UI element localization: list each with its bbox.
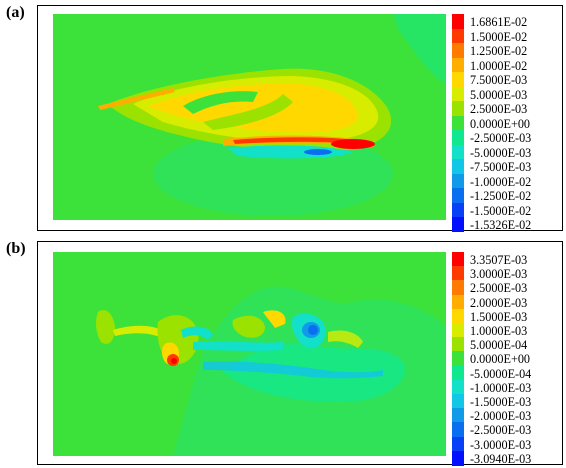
- legend-a-value-14: -1.5326E-02: [470, 218, 532, 232]
- legend-a-value-10: -7.5000E-03: [470, 160, 532, 174]
- legend-b-swatch-0: [452, 252, 464, 267]
- legend-a-swatch-2: [452, 43, 464, 58]
- legend-b-swatch-12: [452, 422, 464, 438]
- legend-b-value-10: -1.5000E-03: [470, 395, 532, 409]
- legend-a-swatch-0: [452, 14, 464, 29]
- legend-b-swatch-4: [452, 308, 464, 324]
- legend-a-swatch-1: [452, 28, 464, 44]
- legend-a-swatch-7: [452, 115, 464, 131]
- legend-b-value-7: 0.0000E+00: [470, 352, 531, 367]
- legend-a-swatch-5: [452, 86, 464, 102]
- panel-b-legend: 3.3507E-03 3.0000E-03 2.5000E-03 2.0000E…: [452, 252, 560, 466]
- legend-a-swatch-12: [452, 188, 464, 203]
- legend-a-swatch-4: [452, 72, 464, 87]
- legend-a-swatch-3: [452, 57, 464, 73]
- legend-a-value-5: 5.0000E-03: [470, 87, 528, 102]
- legend-b-swatch-2: [452, 280, 464, 296]
- legend-b-value-13: -3.0000E-03: [470, 437, 532, 452]
- legend-b-swatch-9: [452, 379, 464, 395]
- panel-b-frame: 3.3507E-03 3.0000E-03 2.5000E-03 2.0000E…: [37, 241, 563, 466]
- legend-a-swatch-14: [452, 217, 464, 232]
- legend-b-value-4: 1.5000E-03: [470, 309, 528, 324]
- legend-a-swatch-10: [452, 159, 464, 174]
- legend-b-swatch-14: [452, 450, 464, 466]
- legend-b-value-11: -2.0000E-03: [470, 409, 532, 424]
- legend-b-swatch-5: [452, 323, 464, 338]
- legend-b-swatch-10: [452, 394, 464, 409]
- panel-b-label: (b): [6, 240, 26, 257]
- legend-a-value-13: -1.5000E-02: [470, 203, 532, 218]
- legend-b-value-14: -3.0940E-03: [470, 451, 532, 466]
- legend-a-swatch-6: [452, 101, 464, 116]
- legend-b-value-3: 2.0000E-03: [470, 295, 528, 310]
- panel-a-frame: 1.6861E-02 1.5000E-02 1.2500E-02 1.0000E…: [37, 5, 563, 232]
- legend-a-value-2: 1.2500E-02: [470, 44, 528, 58]
- legend-a-value-11: -1.0000E-02: [470, 174, 532, 189]
- legend-a-value-6: 2.5000E-03: [470, 102, 528, 116]
- legend-b-value-8: -5.0000E-04: [470, 366, 532, 381]
- panel-a-label: (a): [6, 4, 25, 21]
- legend-b-swatch-1: [452, 266, 464, 282]
- legend-a-value-9: -5.0000E-03: [470, 145, 532, 160]
- legend-b-value-6: 5.0000E-04: [470, 338, 528, 353]
- legend-a-swatch-9: [452, 144, 464, 160]
- legend-b-swatch-3: [452, 294, 464, 310]
- legend-b-swatch-6: [452, 337, 464, 353]
- legend-b-value-12: -2.5000E-03: [470, 423, 532, 438]
- legend-b-value-5: 1.0000E-03: [470, 324, 528, 338]
- legend-a-value-1: 1.5000E-02: [470, 29, 528, 44]
- legend-a-value-7: 0.0000E+00: [470, 116, 531, 131]
- legend-a-swatch-13: [452, 202, 464, 218]
- legend-b-swatch-8: [452, 365, 464, 381]
- legend-b-swatch-13: [452, 436, 464, 452]
- legend-a-value-12: -1.2500E-02: [470, 189, 532, 203]
- legend-a-value-3: 1.0000E-02: [470, 58, 528, 73]
- legend-b-value-9: -1.0000E-03: [470, 380, 532, 395]
- legend-b-value-0: 3.3507E-03: [470, 253, 528, 267]
- legend-b-value-1: 3.0000E-03: [470, 267, 528, 282]
- legend-b-swatch-7: [452, 351, 464, 367]
- legend-a-value-8: -2.5000E-03: [470, 131, 532, 145]
- legend-a-value-4: 7.5000E-03: [470, 73, 528, 87]
- legend-b-value-2: 2.5000E-03: [470, 281, 528, 296]
- legend-a-value-0: 1.6861E-02: [470, 15, 528, 29]
- legend-a-swatch-8: [452, 130, 464, 145]
- panel-a-legend: 1.6861E-02 1.5000E-02 1.2500E-02 1.0000E…: [452, 14, 560, 232]
- panel-b-contour-plot: [53, 252, 446, 456]
- panel-a-contour-plot: [53, 14, 446, 220]
- legend-b-swatch-11: [452, 408, 464, 424]
- legend-a-swatch-11: [452, 173, 464, 189]
